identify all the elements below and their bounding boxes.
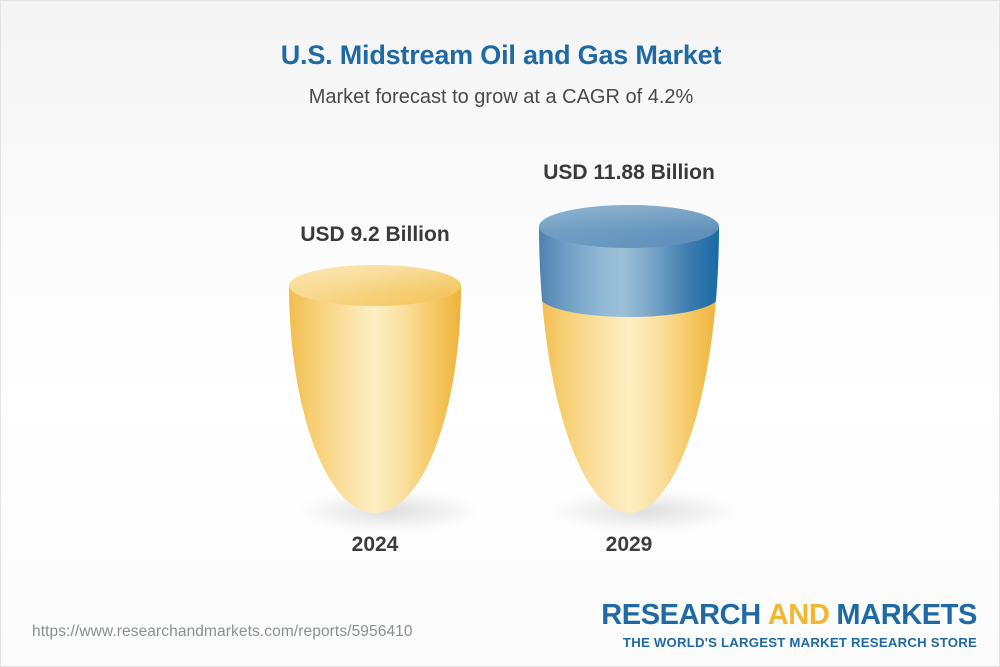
logo-word-research: RESEARCH <box>601 599 761 631</box>
x-axis-label-2024: 2024 <box>351 533 399 556</box>
cylinder-segment-base-2024 <box>289 285 461 513</box>
cylinder-cap-highlight-2024 <box>289 265 461 306</box>
cylinder-segment-divider-2029 <box>539 275 719 317</box>
cylinder-top-cap-2024 <box>289 265 461 306</box>
page-title: U.S. Midstream Oil and Gas Market <box>280 40 722 70</box>
data-label-2029: USD 11.88 Billion <box>543 161 715 184</box>
cylinder-segment-base-2029 <box>539 296 719 513</box>
chart-subtitle: Market forecast to grow at a CAGR of 4.2… <box>308 85 694 108</box>
cylinder-body-2024 <box>289 285 461 513</box>
data-label-2024: USD 9.2 Billion <box>300 223 450 246</box>
chart-header: U.S. Midstream Oil and Gas Market Market… <box>1 1 999 110</box>
chart-plot-area: USD 9.2 Billion USD 11.88 Billion <box>1 1 999 601</box>
research-and-markets-logo: RESEARCH AND MARKETS THE WORLD'S LARGEST M… <box>601 601 977 651</box>
cylinder-body-2029 <box>539 226 719 513</box>
cylinder-cap-highlight-2029 <box>539 205 719 248</box>
source-url[interactable]: https://www.researchandmarkets.com/repor… <box>32 623 413 640</box>
logo-word-and: AND <box>767 599 830 631</box>
logo-wordmark: RESEARCH AND MARKETS <box>601 601 977 630</box>
x-axis-label-2029: 2029 <box>605 533 653 556</box>
logo-word-markets: MARKETS <box>836 599 977 631</box>
cylinder-bar-2024 <box>289 265 461 513</box>
cylinder-top-cap-2029 <box>539 205 719 248</box>
logo-tagline: THE WORLD'S LARGEST MARKET RESEARCH STOR… <box>622 635 977 650</box>
cylinder-bar-2029 <box>539 205 719 513</box>
